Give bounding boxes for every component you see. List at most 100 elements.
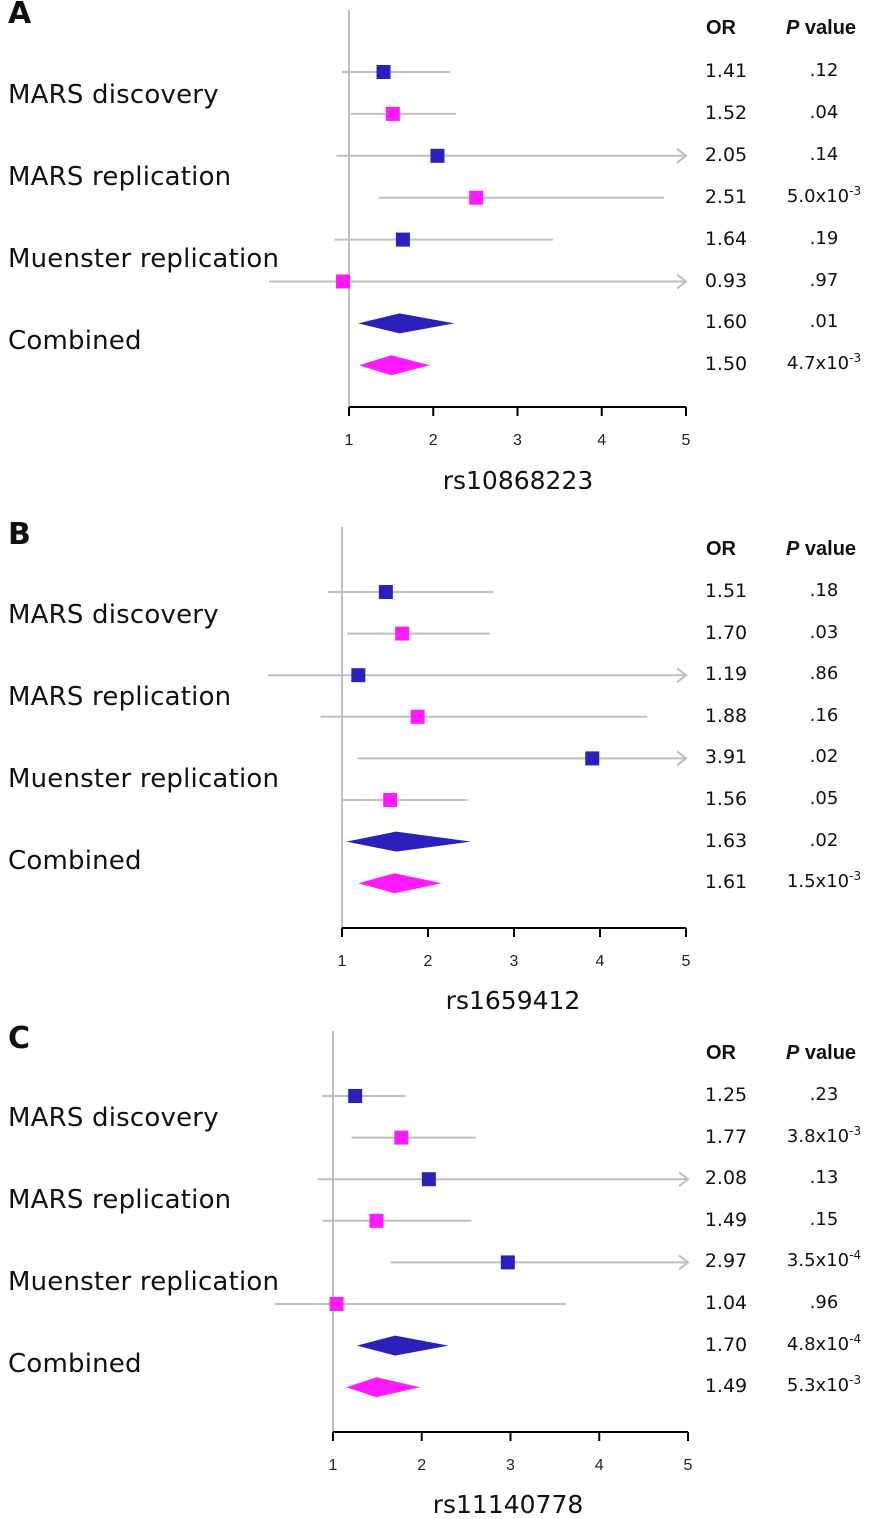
p-value-base: .14 [809, 143, 839, 165]
x-tick-label: 5 [682, 432, 691, 449]
p-value-base: .15 [809, 1208, 839, 1230]
panel-letter: B [8, 517, 31, 552]
p-value: 1.5x10-3 [776, 870, 872, 893]
row-label-mars-discovery: MARS discovery [8, 1103, 219, 1133]
p-value: .19 [776, 228, 872, 249]
p-value: .02 [776, 830, 872, 851]
p-value-base: 4.7x10 [786, 353, 850, 375]
row-label-muenster-replication: Muenster replication [8, 764, 280, 794]
p-value: .86 [776, 663, 872, 684]
p-value: .23 [776, 1084, 872, 1105]
or-value: 1.88 [704, 704, 748, 727]
or-value: 1.25 [704, 1084, 748, 1106]
p-value-base: .23 [809, 1084, 839, 1105]
p-value-base: .18 [809, 580, 839, 601]
or-value: 1.60 [704, 311, 748, 334]
panel-a: A OR P value MARS discovery MARS replica… [0, 0, 873, 505]
x-tick-label: 1 [329, 1457, 338, 1474]
row-label-mars-replication: MARS replication [8, 162, 232, 192]
x-tick-label: 5 [682, 953, 691, 970]
x-tick-label: 2 [424, 953, 433, 970]
p-value-exponent: -3 [849, 351, 862, 366]
p-value-base: 1.5x10 [786, 871, 850, 893]
p-value: 3.5x10-4 [776, 1249, 872, 1272]
p-value: .02 [776, 746, 872, 767]
or-value: 0.93 [704, 269, 748, 292]
or-value: 1.41 [704, 60, 748, 82]
or-value: 1.04 [704, 1292, 748, 1314]
point-estimate [385, 106, 400, 121]
row-label-mars-discovery: MARS discovery [8, 600, 219, 630]
x-tick-label: 3 [510, 953, 519, 970]
p-value-base: .12 [809, 60, 839, 81]
p-value-base: .03 [809, 621, 839, 643]
x-tick-label: 3 [513, 432, 522, 449]
or-value: 1.70 [704, 621, 748, 644]
point-estimate [421, 1172, 436, 1187]
p-value-base: 3.5x10 [786, 1250, 850, 1272]
p-value-base: .02 [809, 746, 839, 768]
combined-diamond [346, 1377, 420, 1398]
p-value: .16 [776, 705, 872, 726]
panel-b: B OR P value MARS discovery MARS replica… [0, 517, 873, 1015]
p-value-base: .96 [809, 1292, 839, 1313]
p-italic: P [786, 538, 800, 560]
ci-arrow [678, 1171, 690, 1187]
x-tick-label: 4 [597, 432, 606, 449]
or-header: OR [706, 1042, 736, 1064]
combined-diamond [358, 873, 442, 894]
p-rest: value [799, 538, 857, 560]
forest-plot: 1 2 3 4 5 [268, 10, 691, 449]
or-value: 1.77 [704, 1125, 748, 1148]
x-tick-label: 2 [417, 1457, 426, 1474]
p-rest: value [799, 1042, 857, 1064]
p-value-exponent: -3 [849, 183, 862, 198]
point-estimate [351, 668, 366, 683]
ci-arrow [676, 273, 688, 290]
point-estimate [430, 148, 445, 163]
row-label-combined: Combined [8, 326, 142, 356]
p-value-base: .97 [809, 269, 839, 291]
point-estimate [500, 1255, 515, 1270]
x-tick-label: 1 [338, 953, 347, 970]
row-label-mars-replication: MARS replication [8, 682, 232, 712]
p-value: .05 [776, 788, 872, 809]
p-value-base: 5.0x10 [786, 185, 850, 207]
p-value-base: .86 [809, 663, 839, 685]
x-tick-label: 4 [596, 953, 605, 970]
or-value: 1.56 [704, 788, 748, 810]
or-value: 1.52 [704, 101, 748, 124]
point-estimate [376, 65, 391, 79]
row-label-mars-replication: MARS replication [8, 1185, 232, 1215]
point-estimate [329, 1297, 344, 1311]
x-tick-label: 3 [506, 1457, 515, 1474]
p-value: .18 [776, 580, 872, 601]
p-value-exponent: -4 [849, 1331, 862, 1346]
p-value-exponent: -3 [849, 1373, 862, 1388]
p-value: 4.7x10-3 [776, 351, 872, 375]
or-value: 3.91 [704, 746, 748, 769]
ci-arrow [676, 750, 688, 767]
p-value: 4.8x10-4 [776, 1331, 872, 1355]
or-value: 1.50 [704, 353, 748, 376]
point-estimate [369, 1213, 384, 1228]
combined-diamond [346, 831, 471, 852]
point-estimate [410, 709, 425, 724]
point-estimate [378, 585, 393, 599]
p-value: .97 [776, 270, 872, 291]
p-value-base: 3.8x10 [786, 1125, 850, 1147]
snp-label: rs1659412 [445, 986, 581, 1015]
x-tick-label: 2 [429, 432, 438, 449]
ci-arrow [676, 148, 688, 164]
p-value-base: .01 [809, 311, 839, 333]
p-value: 5.3x10-3 [776, 1373, 872, 1396]
snp-label: rs10868223 [442, 466, 594, 495]
or-value: 1.63 [704, 829, 748, 852]
p-value: .03 [776, 622, 872, 643]
p-value: 3.8x10-3 [776, 1125, 872, 1147]
p-value-header: P value [786, 1042, 856, 1065]
or-value: 1.19 [704, 663, 748, 686]
row-label-combined: Combined [8, 1349, 142, 1379]
p-value: .14 [776, 144, 872, 165]
p-value-base: 4.8x10 [786, 1333, 850, 1355]
